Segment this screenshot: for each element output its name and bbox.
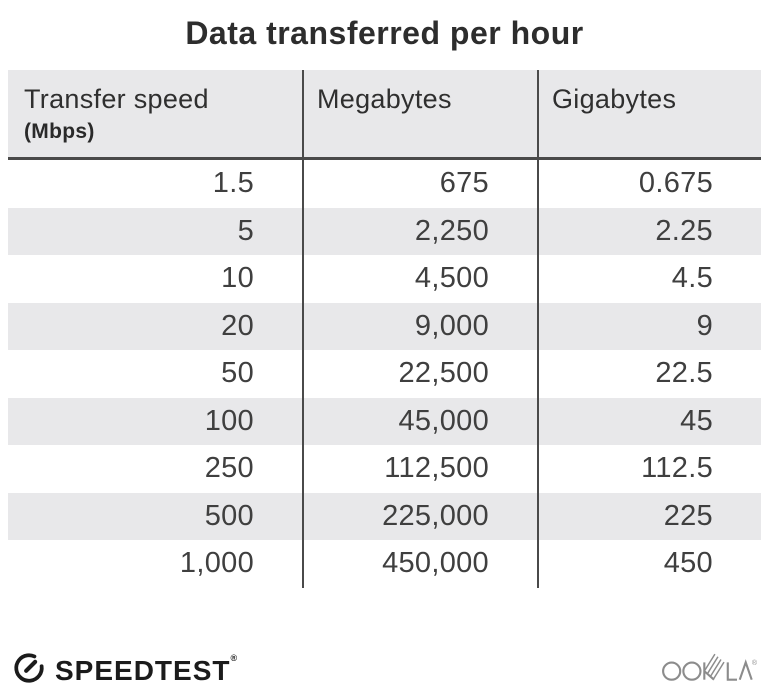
cell-speed: 1.5 xyxy=(212,167,254,199)
table-header-row: Transfer speed (Mbps) Megabytes Gigabyte… xyxy=(8,70,761,160)
header-label: Transfer speed xyxy=(24,84,209,114)
cell-gigabytes: 0.675 xyxy=(537,160,761,208)
registered-mark: ® xyxy=(751,660,757,667)
cell-megabytes: 675 xyxy=(302,160,537,208)
cell-speed: 20 xyxy=(221,309,254,342)
ookla-logo: ® xyxy=(661,651,759,688)
cell-gigabytes: 9 xyxy=(537,302,761,350)
speedtest-logo: SPEEDTEST® xyxy=(12,651,238,690)
header-megabytes: Megabytes xyxy=(302,70,537,157)
page-title: Data transferred per hour xyxy=(185,15,584,51)
cell-gigabytes: 112.5 xyxy=(537,445,761,493)
table-row: 1.5 675 0.675 xyxy=(8,160,761,208)
cell-gigabytes: 4.5 xyxy=(537,255,761,303)
header-label: Gigabytes xyxy=(552,84,677,114)
cell-megabytes: 9,000 xyxy=(302,302,537,350)
header-transfer-speed: Transfer speed (Mbps) xyxy=(8,70,302,157)
cell-megabytes: 225,000 xyxy=(302,492,537,540)
cell-speed: 100 xyxy=(204,404,254,437)
cell-gigabytes: 22.5 xyxy=(537,350,761,398)
cell-gigabytes: 2.25 xyxy=(537,207,761,255)
table-row: 250 112,500 112.5 xyxy=(8,445,761,493)
speedtest-wordmark: SPEEDTEST® xyxy=(55,652,239,686)
table-row: 10 4,500 4.5 xyxy=(8,255,761,303)
cell-speed: 10 xyxy=(221,262,254,294)
cell-speed: 250 xyxy=(204,452,254,484)
table-body: 1.5 675 0.675 5 2,250 2.25 10 4,500 4.5 … xyxy=(8,160,761,588)
header-gigabytes: Gigabytes xyxy=(537,70,761,157)
cell-speed: 500 xyxy=(204,499,254,532)
cell-megabytes: 2,250 xyxy=(302,207,537,255)
cell-speed: 5 xyxy=(237,214,254,247)
table-row: 100 45,000 45 xyxy=(8,397,761,445)
header-label: Megabytes xyxy=(317,84,452,114)
table-row: 1,000 450,000 450 xyxy=(8,540,761,588)
table-row: 5 2,250 2.25 xyxy=(8,207,761,255)
ookla-wordmark-icon xyxy=(661,651,754,688)
table-row: 500 225,000 225 xyxy=(8,492,761,540)
cell-gigabytes: 450 xyxy=(537,540,761,588)
data-table: Transfer speed (Mbps) Megabytes Gigabyte… xyxy=(8,70,761,588)
cell-gigabytes: 225 xyxy=(537,492,761,540)
cell-megabytes: 22,500 xyxy=(302,350,537,398)
speedtest-gauge-icon xyxy=(12,651,46,690)
cell-megabytes: 45,000 xyxy=(302,397,537,445)
cell-gigabytes: 45 xyxy=(537,397,761,445)
table-row: 50 22,500 22.5 xyxy=(8,350,761,398)
cell-speed: 1,000 xyxy=(179,547,254,579)
registered-mark: ® xyxy=(230,652,239,663)
cell-speed: 50 xyxy=(221,357,254,389)
table-row: 20 9,000 9 xyxy=(8,302,761,350)
header-unit: (Mbps) xyxy=(24,120,95,143)
cell-megabytes: 112,500 xyxy=(302,445,537,493)
cell-megabytes: 450,000 xyxy=(302,540,537,588)
cell-megabytes: 4,500 xyxy=(302,255,537,303)
